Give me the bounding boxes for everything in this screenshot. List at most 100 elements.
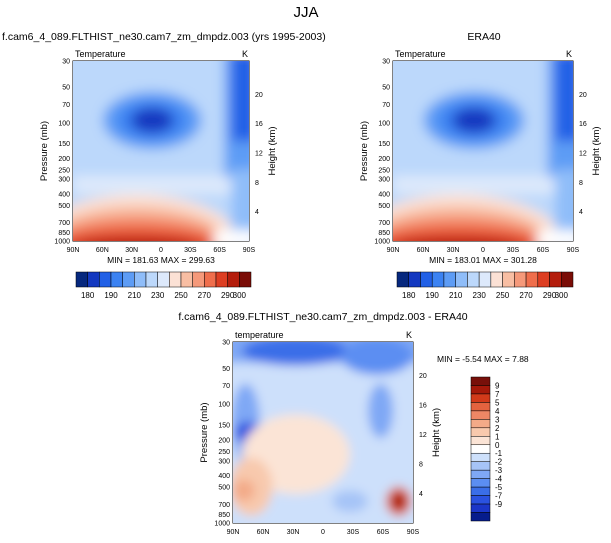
height-tick-label: 12 bbox=[419, 432, 427, 439]
colorbar-swatch bbox=[549, 271, 562, 288]
contour-fill bbox=[73, 175, 249, 194]
height-tick-label: 16 bbox=[579, 121, 587, 128]
colorbar-label: 210 bbox=[449, 291, 463, 300]
colorbar-swatch bbox=[122, 271, 135, 288]
colorbar-label: 180 bbox=[81, 291, 95, 300]
colorbar-swatch bbox=[502, 271, 515, 288]
x-tick-label: 60N bbox=[417, 247, 430, 254]
contour-fill bbox=[391, 492, 406, 511]
contour-fill bbox=[393, 232, 533, 241]
contour-fill bbox=[393, 175, 573, 194]
height-tick-label: 4 bbox=[419, 491, 423, 498]
y-axis-title: Pressure (mb) bbox=[39, 121, 50, 181]
colorbar-label: 190 bbox=[104, 291, 118, 300]
height-tick-label: 16 bbox=[255, 121, 263, 128]
y-tick-label: 500 bbox=[58, 203, 70, 210]
height-tick-label: 20 bbox=[419, 373, 427, 380]
colorbar-label: -3 bbox=[495, 466, 503, 475]
colorbar-swatch bbox=[75, 271, 88, 288]
y-axis-title: Pressure (mb) bbox=[199, 402, 210, 462]
x-tick-label: 0 bbox=[481, 247, 485, 254]
colorbar-swatch bbox=[478, 271, 492, 288]
variable-label: Temperature bbox=[75, 49, 126, 59]
contour-fill bbox=[242, 342, 350, 366]
y-tick-label: 70 bbox=[382, 102, 390, 109]
colorbar-swatch bbox=[470, 478, 491, 488]
contour-fill bbox=[555, 61, 573, 141]
colorbar-swatch bbox=[443, 271, 456, 288]
colorbar-swatch bbox=[204, 271, 217, 288]
contour-fill bbox=[131, 107, 174, 133]
colorbar-label: 300 bbox=[555, 291, 569, 300]
y-tick-label: 300 bbox=[218, 458, 230, 465]
colorbar-swatch bbox=[470, 469, 491, 479]
panel-title: f.cam6_4_089.FLTHIST_ne30.cam7_zm_dmpdz.… bbox=[2, 31, 326, 43]
height-tick-label: 8 bbox=[579, 180, 583, 187]
y-tick-label: 1000 bbox=[374, 239, 390, 246]
contour-fill bbox=[368, 383, 394, 438]
colorbar-label: -7 bbox=[495, 492, 503, 501]
colorbar-swatch bbox=[470, 495, 491, 505]
colorbar-label: 210 bbox=[128, 291, 142, 300]
colorbar-label: 9 bbox=[495, 381, 500, 390]
contour-fill bbox=[73, 232, 210, 241]
x-tick-label: 30N bbox=[287, 529, 300, 536]
colorbar-swatch bbox=[99, 271, 112, 288]
x-tick-label: 90S bbox=[407, 529, 420, 536]
x-tick-label: 30S bbox=[184, 247, 197, 254]
temperature-field-1 bbox=[73, 61, 249, 241]
colorbar-label: 0 bbox=[495, 441, 500, 450]
temperature-contours bbox=[73, 61, 249, 241]
height-tick-label: 12 bbox=[255, 151, 263, 158]
x-tick-label: 30N bbox=[447, 247, 460, 254]
colorbar-label: -4 bbox=[495, 475, 503, 484]
panel-title: ERA40 bbox=[467, 31, 500, 43]
colorbar-label: 190 bbox=[426, 291, 440, 300]
x-tick-label: 0 bbox=[321, 529, 325, 536]
x-tick-label: 60S bbox=[213, 247, 226, 254]
colorbar-label: -9 bbox=[495, 500, 503, 509]
panel-1: f.cam6_4_089.FLTHIST_ne30.cam7_zm_dmpdz.… bbox=[2, 31, 326, 300]
y-tick-label: 50 bbox=[382, 85, 390, 92]
colorbar-swatch bbox=[470, 486, 491, 496]
colorbar-swatch bbox=[192, 271, 205, 288]
y-tick-label: 700 bbox=[218, 502, 230, 509]
figure-title: JJA bbox=[293, 4, 318, 21]
colorbar-label: 5 bbox=[495, 398, 500, 407]
y-tick-label: 250 bbox=[218, 449, 230, 456]
y-tick-label: 400 bbox=[218, 473, 230, 480]
x-tick-label: 30S bbox=[347, 529, 360, 536]
x-tick-label: 60N bbox=[96, 247, 109, 254]
unit-label: K bbox=[566, 49, 572, 59]
panel-3: f.cam6_4_089.FLTHIST_ne30.cam7_zm_dmpdz.… bbox=[178, 311, 529, 536]
x-tick-label: 90N bbox=[67, 247, 80, 254]
x-tick-label: 90S bbox=[567, 247, 580, 254]
y-tick-label: 200 bbox=[378, 156, 390, 163]
height-tick-label: 20 bbox=[255, 92, 263, 99]
colorbar-swatch bbox=[110, 271, 123, 288]
colorbar-swatch bbox=[215, 271, 228, 288]
y-tick-label: 300 bbox=[378, 177, 390, 184]
colorbar-label: -1 bbox=[495, 449, 503, 458]
temperature-contours bbox=[393, 61, 573, 241]
x-tick-label: 90S bbox=[243, 247, 256, 254]
y-tick-label: 200 bbox=[58, 156, 70, 163]
colorbar-swatch bbox=[180, 271, 193, 288]
contour-fill bbox=[233, 479, 255, 502]
colorbar-label: -2 bbox=[495, 458, 503, 467]
colorbar-label: 250 bbox=[496, 291, 510, 300]
x-tick-label: 60S bbox=[377, 529, 390, 536]
x-tick-label: 30S bbox=[507, 247, 520, 254]
right-axis-title: Height (km) bbox=[267, 126, 278, 175]
colorbar-label: 290 bbox=[543, 291, 557, 300]
y-tick-label: 1000 bbox=[54, 239, 70, 246]
contour-fill bbox=[341, 342, 413, 375]
y-tick-label: 250 bbox=[378, 167, 390, 174]
y-tick-label: 70 bbox=[62, 102, 70, 109]
colorbar-swatch bbox=[169, 271, 182, 288]
right-axis-title: Height (km) bbox=[431, 408, 442, 457]
y-tick-label: 30 bbox=[222, 340, 230, 347]
x-tick-label: 60S bbox=[537, 247, 550, 254]
